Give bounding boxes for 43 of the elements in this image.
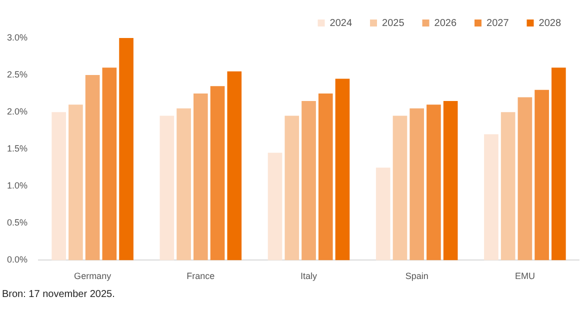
bar bbox=[484, 134, 498, 260]
legend-label: 2028 bbox=[538, 18, 562, 29]
x-tick-label: EMU bbox=[514, 271, 535, 282]
bar bbox=[410, 108, 424, 260]
bar bbox=[376, 168, 390, 260]
bar bbox=[534, 90, 549, 260]
bar bbox=[443, 100, 458, 260]
y-tick-label: 2.0% bbox=[7, 106, 28, 117]
bar bbox=[85, 75, 100, 260]
bar bbox=[210, 86, 225, 260]
y-tick-label: 3.0% bbox=[7, 32, 28, 42]
legend-label: 2027 bbox=[486, 18, 510, 29]
bar bbox=[500, 112, 516, 260]
x-tick-label: France bbox=[186, 271, 215, 282]
bar bbox=[392, 116, 408, 260]
y-tick-label: 1.5% bbox=[7, 144, 28, 154]
y-tick-label: 0.0% bbox=[7, 254, 28, 265]
bar bbox=[335, 78, 350, 260]
bar bbox=[176, 108, 191, 260]
bar bbox=[268, 152, 282, 260]
bar bbox=[284, 116, 300, 260]
bar bbox=[426, 104, 441, 260]
x-tick-label: Italy bbox=[300, 271, 318, 282]
bar bbox=[552, 68, 566, 260]
bar bbox=[102, 68, 117, 260]
bar bbox=[52, 112, 66, 260]
bar bbox=[119, 38, 134, 260]
y-tick-label: 2.5% bbox=[7, 70, 28, 80]
y-tick-label: 1.0% bbox=[7, 180, 28, 191]
bar bbox=[193, 94, 208, 260]
x-tick-label: Germany bbox=[74, 271, 112, 282]
text: Bron: 17 november 2025. bbox=[2, 289, 116, 300]
bar bbox=[318, 94, 333, 260]
bar bbox=[160, 116, 174, 260]
bar bbox=[518, 97, 532, 260]
legend-label: 2024 bbox=[330, 18, 352, 29]
bar bbox=[68, 104, 83, 260]
legend-label: 2025 bbox=[382, 18, 405, 29]
y-tick-label: 0.5% bbox=[7, 218, 28, 228]
legend-label: 2026 bbox=[434, 18, 457, 29]
bar bbox=[227, 71, 242, 260]
x-tick-label: Spain bbox=[405, 271, 428, 282]
bar bbox=[302, 100, 316, 260]
